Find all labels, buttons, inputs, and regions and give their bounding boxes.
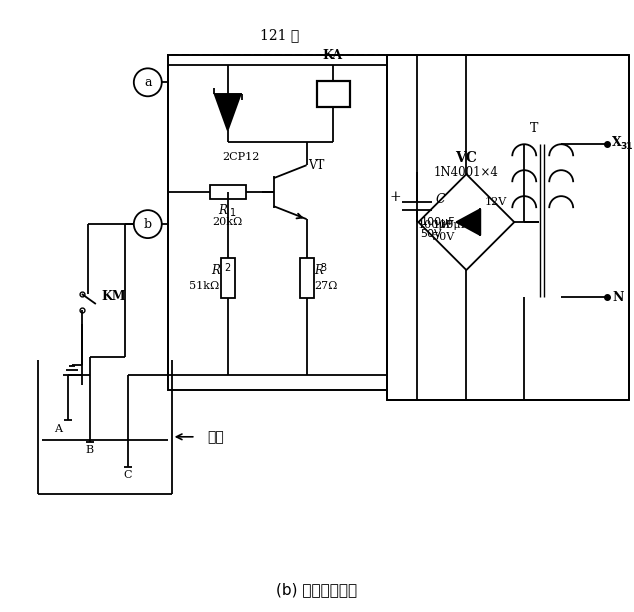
Text: (b) 水位控制部分: (b) 水位控制部分 <box>276 582 357 597</box>
Polygon shape <box>456 209 481 235</box>
Polygon shape <box>215 94 241 130</box>
Text: +: + <box>390 190 401 204</box>
Text: 1N4001×4: 1N4001×4 <box>434 166 499 179</box>
Text: 2: 2 <box>224 263 231 273</box>
Text: N: N <box>612 291 623 304</box>
Bar <box>316 81 349 107</box>
Text: 20kΩ: 20kΩ <box>212 217 243 227</box>
Text: R: R <box>218 204 227 217</box>
Text: R: R <box>314 264 323 277</box>
Polygon shape <box>418 174 514 270</box>
Text: R: R <box>211 264 220 277</box>
Text: VC: VC <box>455 151 477 165</box>
Bar <box>300 258 314 298</box>
Text: 100μF: 100μF <box>420 217 455 227</box>
Text: 3: 3 <box>321 263 327 273</box>
Text: T: T <box>530 122 538 135</box>
Bar <box>387 55 629 400</box>
Text: b: b <box>144 218 152 231</box>
Text: A: A <box>54 424 62 434</box>
Text: 121 型: 121 型 <box>260 28 299 42</box>
Text: 50V: 50V <box>432 232 455 242</box>
Text: 12V: 12V <box>484 197 507 207</box>
Text: 水筱: 水筱 <box>208 430 224 444</box>
Circle shape <box>134 69 162 96</box>
Text: VT: VT <box>309 159 325 172</box>
Circle shape <box>134 210 162 238</box>
Bar <box>168 55 387 380</box>
Text: X: X <box>612 136 622 149</box>
Text: 2CP12: 2CP12 <box>223 152 260 162</box>
Text: 100μF: 100μF <box>417 220 454 230</box>
Bar <box>168 55 399 390</box>
Text: 100μF: 100μF <box>432 220 469 230</box>
Text: 1: 1 <box>230 208 236 218</box>
Text: 51kΩ: 51kΩ <box>190 281 220 291</box>
Text: a: a <box>144 76 152 89</box>
Text: B: B <box>86 445 94 455</box>
Bar <box>221 258 235 298</box>
Text: 27Ω: 27Ω <box>314 281 338 291</box>
Text: KM: KM <box>102 289 126 302</box>
Text: C: C <box>124 470 132 480</box>
Text: C: C <box>436 193 445 206</box>
Text: KA: KA <box>323 49 342 62</box>
Text: 50V: 50V <box>420 229 442 239</box>
Text: 31: 31 <box>620 142 633 151</box>
Bar <box>210 185 245 199</box>
